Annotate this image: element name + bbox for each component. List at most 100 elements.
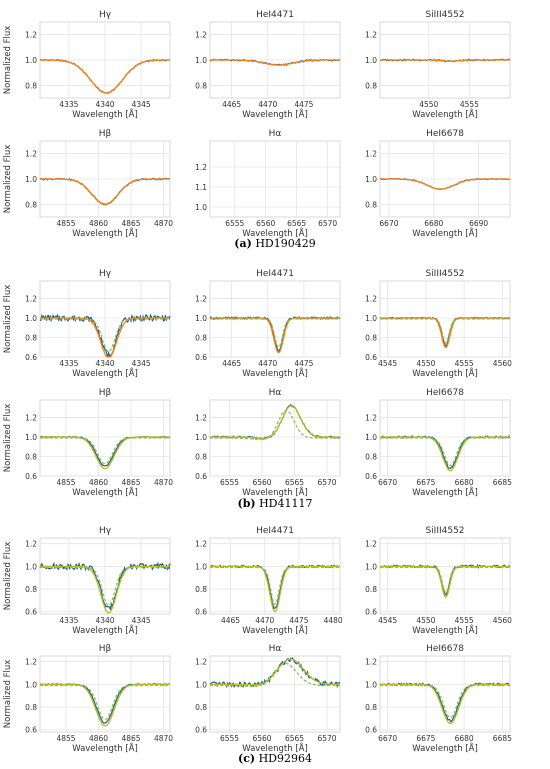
y-tick-label: 1.0 bbox=[25, 56, 37, 65]
x-tick-label: 6680 bbox=[424, 219, 443, 228]
y-axis-label: Normalized Flux bbox=[3, 404, 13, 473]
x-tick-label: 6680 bbox=[455, 478, 474, 487]
y-tick-label: 0.6 bbox=[25, 472, 37, 481]
x-tick-label: 4340 bbox=[95, 616, 114, 625]
x-tick-label: 4550 bbox=[419, 100, 438, 109]
y-tick-label: 1.2 bbox=[25, 295, 37, 304]
panel-title: Hβ bbox=[99, 129, 112, 139]
y-tick-label: 1.2 bbox=[25, 414, 37, 423]
x-axis-label: Wavelength [Å] bbox=[242, 227, 308, 239]
y-tick-label: 1.0 bbox=[25, 433, 37, 442]
x-tick-label: 6570 bbox=[318, 219, 337, 228]
x-tick-label: 4335 bbox=[59, 616, 78, 625]
chart-panel-12: 0.6 0.8 1.0 1.2 4335 4340 4345 Hγ Wavelength [Å]… bbox=[3, 526, 171, 636]
x-tick-label: 6560 bbox=[256, 219, 275, 228]
x-axis-label: Wavelength [Å] bbox=[412, 108, 478, 120]
y-tick-label: 1.2 bbox=[195, 163, 207, 172]
y-tick-label: 0.6 bbox=[25, 353, 37, 362]
x-tick-label: 6555 bbox=[220, 478, 239, 487]
y-tick-label: 1.2 bbox=[195, 31, 207, 40]
panel-title: Hα bbox=[269, 388, 282, 398]
panel-title: Hβ bbox=[99, 388, 112, 398]
y-tick-label: 0.6 bbox=[195, 353, 207, 362]
x-tick-label: 4470 bbox=[258, 100, 277, 109]
x-tick-label: 4860 bbox=[89, 219, 108, 228]
x-tick-label: 4550 bbox=[416, 616, 435, 625]
x-tick-label: 4560 bbox=[493, 616, 512, 625]
y-tick-label: 0.6 bbox=[365, 608, 377, 617]
y-tick-label: 0.8 bbox=[25, 334, 37, 343]
x-tick-label: 4475 bbox=[294, 100, 313, 109]
x-axis-label: Wavelength [Å] bbox=[72, 624, 138, 636]
chart-panel-17: 0.6 0.8 1.0 1.2 6670 6675 6680 6685 HeI6678 Wavel… bbox=[365, 644, 512, 754]
y-tick-label: 1.2 bbox=[365, 658, 377, 667]
plot-frame bbox=[209, 655, 341, 733]
series-dashed bbox=[380, 684, 510, 719]
y-tick-label: 0.6 bbox=[365, 472, 377, 481]
y-tick-label: 0.6 bbox=[195, 472, 207, 481]
x-axis-label: Wavelength [Å] bbox=[412, 624, 478, 636]
series-model bbox=[380, 683, 510, 725]
y-tick-label: 0.8 bbox=[25, 585, 37, 594]
y-tick-label: 1.0 bbox=[195, 314, 207, 323]
series-model bbox=[380, 436, 510, 472]
x-tick-label: 4555 bbox=[455, 359, 474, 368]
y-tick-label: 1.1 bbox=[195, 183, 207, 192]
plot-frame bbox=[39, 655, 171, 733]
x-tick-label: 4340 bbox=[95, 359, 114, 368]
chart-panel-5: 0.8 1.0 1.2 6670 6680 6690 HeI6678 Wavelength [… bbox=[365, 129, 511, 239]
x-tick-label: 4340 bbox=[95, 100, 114, 109]
x-tick-label: 4870 bbox=[154, 478, 173, 487]
x-axis-label: Wavelength [Å] bbox=[242, 108, 308, 120]
x-tick-label: 4860 bbox=[89, 734, 108, 743]
x-tick-label: 4860 bbox=[89, 478, 108, 487]
series-dashed bbox=[40, 318, 170, 353]
chart-panel-0: 0.8 1.0 1.2 4335 4340 4345 Hγ Wavelength [Å] Nor… bbox=[3, 10, 171, 120]
x-axis-label: Wavelength [Å] bbox=[412, 227, 478, 239]
x-axis-label: Wavelength [Å] bbox=[72, 486, 138, 498]
y-tick-label: 1.2 bbox=[365, 540, 377, 549]
y-tick-label: 1.0 bbox=[25, 562, 37, 571]
panel-title: Hγ bbox=[99, 526, 112, 536]
y-tick-label: 1.2 bbox=[365, 150, 377, 159]
chart-panel-2: 0.8 1.0 1.2 4550 4555 SiIII4552 Wavelength [Å] bbox=[365, 10, 511, 120]
series-dashed bbox=[210, 566, 340, 606]
x-tick-label: 4465 bbox=[222, 100, 241, 109]
y-tick-label: 1.0 bbox=[195, 680, 207, 689]
x-tick-label: 4555 bbox=[460, 100, 479, 109]
y-tick-label: 0.8 bbox=[365, 200, 377, 209]
x-tick-label: 6690 bbox=[469, 219, 488, 228]
series-model bbox=[380, 178, 510, 190]
panel-title: HeI4471 bbox=[256, 10, 294, 20]
x-tick-label: 4335 bbox=[59, 359, 78, 368]
chart-panel-9: 0.6 0.8 1.0 1.2 4855 4860 4865 4870 Hβ Wavelength… bbox=[3, 388, 173, 498]
series-dashed bbox=[40, 566, 170, 607]
series-dashed bbox=[380, 318, 510, 344]
x-tick-label: 4470 bbox=[258, 359, 277, 368]
series-model bbox=[210, 59, 340, 66]
x-tick-label: 6685 bbox=[493, 734, 512, 743]
y-tick-label: 0.8 bbox=[195, 334, 207, 343]
caption-c: (c) HD92964 bbox=[237, 752, 312, 765]
y-tick-label: 1.0 bbox=[365, 314, 377, 323]
x-tick-label: 6560 bbox=[252, 478, 271, 487]
x-tick-label: 4480 bbox=[324, 616, 343, 625]
y-tick-label: 0.8 bbox=[365, 703, 377, 712]
series-model bbox=[210, 317, 340, 354]
x-tick-label: 6670 bbox=[378, 478, 397, 487]
series-model bbox=[40, 683, 170, 727]
panel-title: Hβ bbox=[99, 644, 112, 654]
x-axis-label: Wavelength [Å] bbox=[242, 486, 308, 498]
series-model bbox=[40, 178, 170, 205]
x-tick-label: 6555 bbox=[220, 734, 239, 743]
x-tick-label: 6670 bbox=[379, 219, 398, 228]
x-tick-label: 4465 bbox=[222, 359, 241, 368]
x-tick-label: 4870 bbox=[154, 734, 173, 743]
x-tick-label: 6555 bbox=[225, 219, 244, 228]
series-model bbox=[380, 59, 510, 62]
y-axis-label: Normalized Flux bbox=[3, 660, 13, 729]
y-tick-label: 0.8 bbox=[195, 81, 207, 90]
y-tick-label: 0.8 bbox=[365, 334, 377, 343]
panel-title: Hα bbox=[269, 129, 282, 139]
y-axis-label: Normalized Flux bbox=[3, 26, 13, 95]
